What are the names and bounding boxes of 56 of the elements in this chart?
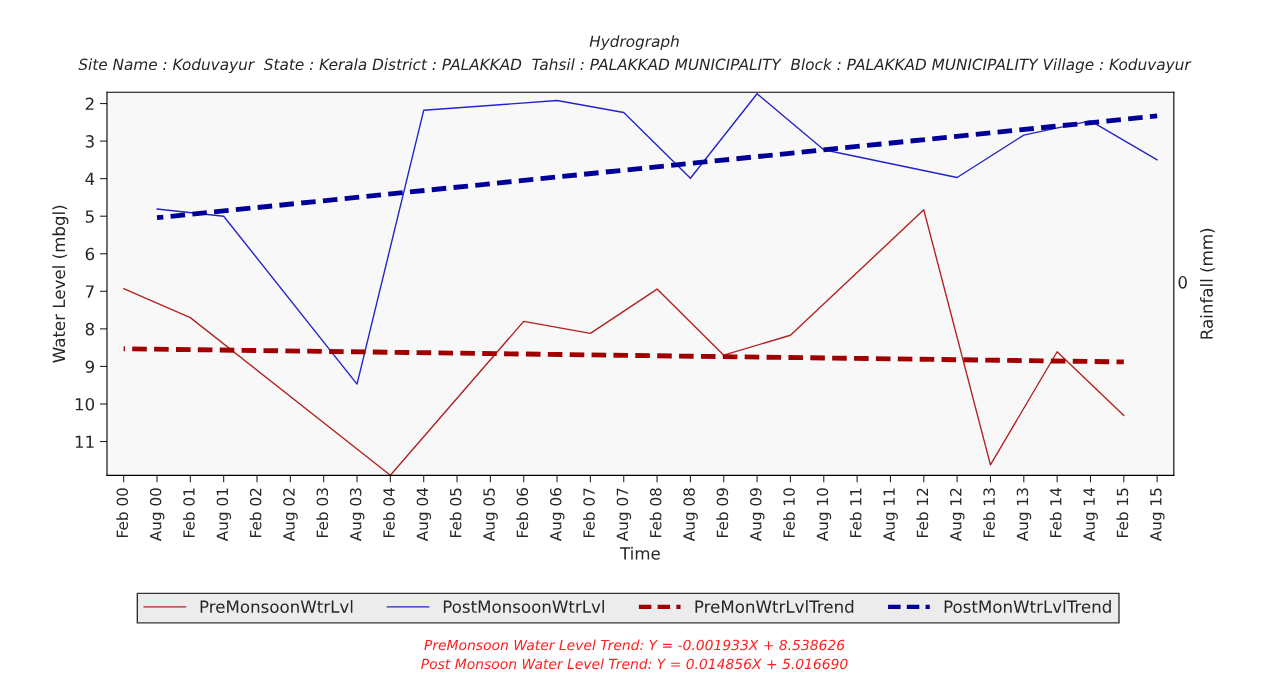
y-tick-label: 5 [85, 210, 94, 223]
y-tick-label: 4 [85, 172, 95, 185]
x-tick-label: Aug 03 [349, 488, 365, 542]
x-axis-title: Time [619, 546, 660, 560]
y-tick-label: 8 [85, 322, 95, 336]
x-tick-label: Aug 09 [749, 488, 765, 542]
x-tick-label: Feb 05 [449, 488, 462, 537]
x-tick-label: Feb 15 [1116, 488, 1129, 537]
x-tick-label: Aug 15 [1150, 488, 1165, 542]
x-tick-label: Feb 13 [983, 488, 995, 537]
x-tick-label: Feb 11 [849, 488, 862, 537]
x-tick-label: Aug 01 [216, 488, 232, 542]
y-tick-label: 7 [85, 285, 94, 298]
x-tick-label: Feb 12 [916, 488, 929, 537]
line-series [122, 209, 1125, 476]
x-tick-label: Feb 14 [1049, 487, 1062, 537]
chart-subtitle: Site Name : Koduvayur State : Kerala District : PALAKKAD Tahsil : PALAKKAD MUNICIPALITY Block : PALAKKAD MUNICIPALITY Village : Koduvayur [78, 58, 1192, 74]
x-tick-label: Aug 12 [950, 488, 965, 542]
x-tick-label: Feb 06 [516, 488, 529, 537]
y-tick-label: 6 [85, 247, 95, 261]
text: PreMonsoon Water Level Trend: Y = -0.001933X + 8.538626 [424, 639, 845, 651]
text: Post Monsoon Water Level Trend: Y = 0.014856X + 5.016690 [421, 658, 848, 670]
x-tick-label: Feb 02 [249, 488, 262, 537]
legend-label: PreMonWtrLvlTrend [695, 600, 854, 613]
y-tick-label: 2 [85, 97, 94, 110]
x-tick-label: Aug 08 [683, 488, 698, 542]
x-tick-label: Aug 04 [416, 487, 432, 542]
x-tick-label: Feb 09 [716, 488, 729, 537]
y2-axis-title: Rainfall (mm) [1200, 228, 1215, 339]
x-tick-label: Feb 04 [382, 487, 395, 537]
legend-label: PreMonsoonWtrLvl [200, 600, 353, 613]
x-tick-label: Feb 01 [182, 488, 195, 537]
x-tick-label: Aug 11 [883, 488, 898, 542]
x-tick-label: Feb 00 [116, 488, 129, 537]
x-tick-label: Aug 00 [149, 488, 165, 542]
legend-label: PostMonsoonWtrLvl [443, 600, 604, 613]
line-series [156, 93, 1158, 385]
x-tick-label: Aug 10 [816, 488, 832, 542]
x-tick-label: Aug 02 [283, 488, 298, 542]
y-axis-title: Water Level (mbgl) [52, 205, 69, 363]
text: 0 [1178, 276, 1187, 289]
x-tick-label: Aug 06 [549, 488, 565, 542]
x-tick-label: Aug 07 [616, 488, 632, 542]
legend-label: PostMonWtrLvlTrend [944, 600, 1111, 613]
x-tick-label: Feb 03 [316, 488, 329, 537]
x-tick-label: Aug 14 [1083, 487, 1098, 542]
x-tick-label: Aug 05 [483, 488, 498, 542]
y-tick-label: 10 [75, 397, 95, 411]
x-tick-label: Feb 08 [649, 488, 662, 537]
x-tick-label: Feb 07 [583, 488, 595, 537]
y-tick-label: 11 [75, 435, 94, 448]
x-tick-label: Feb 10 [783, 488, 795, 537]
y-tick-label: 9 [85, 360, 94, 373]
y-tick-label: 3 [85, 135, 94, 148]
chart-title: Hydrograph [589, 35, 679, 51]
x-tick-label: Aug 13 [1016, 488, 1032, 542]
